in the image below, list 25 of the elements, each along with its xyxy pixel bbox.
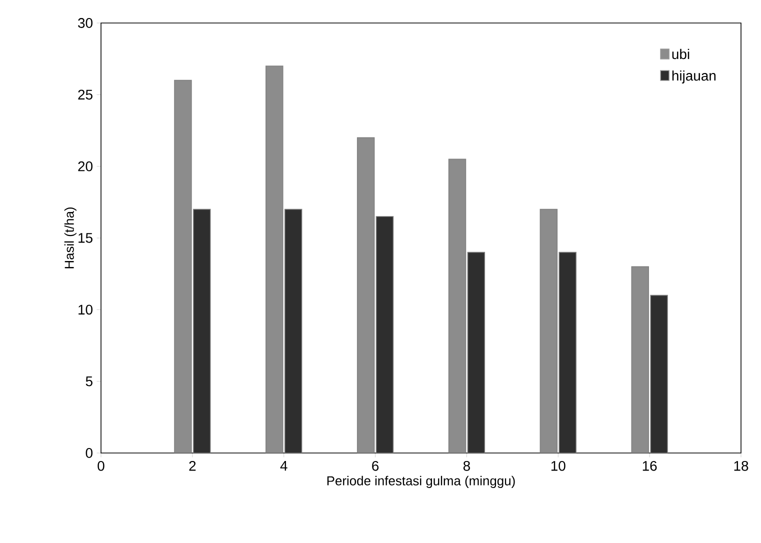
bar: [650, 294, 668, 453]
x-tick-label: 10: [551, 460, 566, 471]
legend-label: hijauan: [672, 70, 716, 84]
x-tick-label: 4: [280, 460, 288, 471]
x-tick-label: 2: [189, 460, 196, 471]
x-tick-label: 18: [734, 460, 748, 471]
x-tick-label: 16: [642, 460, 657, 471]
x-tick-label: 0: [98, 460, 104, 471]
x-axis-title: Periode infestasi gulma (minggu): [327, 476, 515, 488]
y-tick-label: 15: [78, 233, 92, 243]
x-tick-label: 6: [372, 460, 379, 471]
y-tick-label: 10: [78, 304, 92, 315]
bar: [467, 252, 486, 453]
bar: [376, 216, 394, 453]
y-tick-label: 30: [78, 18, 92, 28]
y-tick-label: 5: [86, 376, 92, 386]
bar: [558, 252, 576, 453]
y-tick-label: 20: [78, 161, 92, 172]
y-axis-title: Hasil (t/ha): [64, 208, 76, 268]
x-tick-label: 8: [463, 460, 470, 471]
bar: [193, 208, 211, 453]
y-tick-label: 25: [78, 90, 92, 100]
bar: [284, 208, 302, 453]
legend-label: ubi: [672, 48, 690, 60]
y-tick-label: 0: [86, 448, 92, 458]
